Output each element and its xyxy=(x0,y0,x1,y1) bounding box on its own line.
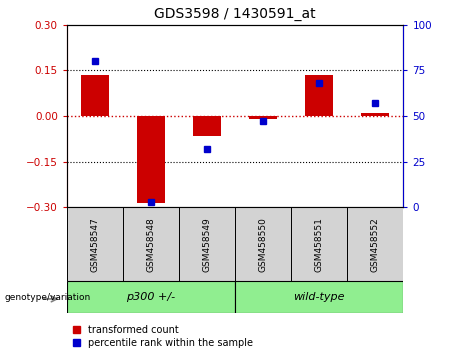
Text: GSM458550: GSM458550 xyxy=(259,217,268,272)
Title: GDS3598 / 1430591_at: GDS3598 / 1430591_at xyxy=(154,7,316,21)
Text: GSM458549: GSM458549 xyxy=(202,217,212,272)
Text: GSM458548: GSM458548 xyxy=(147,217,155,272)
Text: genotype/variation: genotype/variation xyxy=(5,293,91,302)
Legend: transformed count, percentile rank within the sample: transformed count, percentile rank withi… xyxy=(72,324,254,349)
Bar xyxy=(235,281,403,313)
Bar xyxy=(67,281,235,313)
Bar xyxy=(193,116,221,136)
Bar xyxy=(291,207,347,281)
Bar xyxy=(137,116,165,202)
Text: wild-type: wild-type xyxy=(294,292,345,302)
Bar xyxy=(249,116,277,119)
Bar xyxy=(235,207,291,281)
Bar xyxy=(347,207,403,281)
Bar xyxy=(305,75,333,116)
Bar xyxy=(81,75,109,116)
Bar xyxy=(123,207,179,281)
Text: p300 +/-: p300 +/- xyxy=(126,292,176,302)
Text: GSM458552: GSM458552 xyxy=(371,217,380,272)
Bar xyxy=(67,207,123,281)
Text: GSM458551: GSM458551 xyxy=(315,217,324,272)
Bar xyxy=(361,113,390,116)
Text: GSM458547: GSM458547 xyxy=(90,217,100,272)
Bar xyxy=(179,207,235,281)
